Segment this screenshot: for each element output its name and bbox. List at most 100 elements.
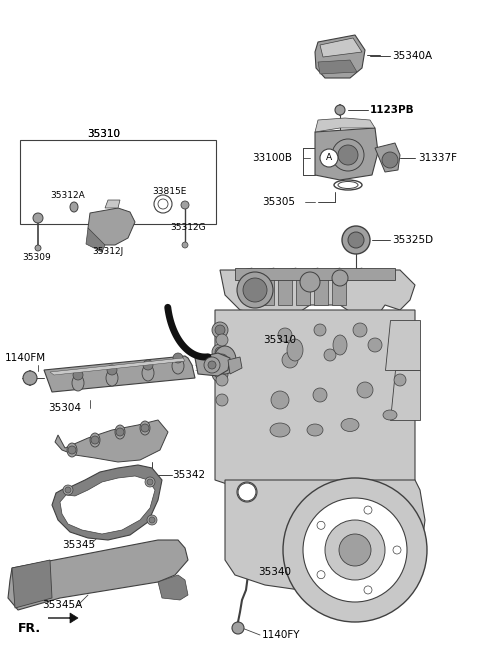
Circle shape <box>313 388 327 402</box>
Ellipse shape <box>270 423 290 437</box>
Ellipse shape <box>140 421 150 435</box>
Ellipse shape <box>214 346 236 374</box>
Circle shape <box>212 344 228 360</box>
Text: 35309: 35309 <box>22 253 51 262</box>
Polygon shape <box>315 128 378 180</box>
Polygon shape <box>105 200 120 208</box>
Text: A: A <box>244 487 250 497</box>
Polygon shape <box>260 275 274 305</box>
Polygon shape <box>86 228 105 252</box>
Ellipse shape <box>72 375 84 391</box>
Ellipse shape <box>90 433 100 447</box>
Text: 35312A: 35312A <box>50 190 85 199</box>
Polygon shape <box>375 143 400 172</box>
Polygon shape <box>235 268 395 280</box>
Ellipse shape <box>172 358 184 374</box>
Polygon shape <box>278 275 292 305</box>
Bar <box>20 140 216 224</box>
Polygon shape <box>228 357 242 374</box>
Circle shape <box>394 374 406 386</box>
Text: 33815E: 33815E <box>152 188 186 197</box>
Circle shape <box>283 478 427 622</box>
Circle shape <box>320 149 338 167</box>
Circle shape <box>107 365 117 375</box>
Circle shape <box>243 278 267 302</box>
Polygon shape <box>44 356 195 392</box>
Polygon shape <box>320 38 362 57</box>
Text: 35310: 35310 <box>87 129 120 139</box>
Text: 1140FY: 1140FY <box>262 630 300 640</box>
Polygon shape <box>296 275 310 305</box>
Circle shape <box>143 360 153 370</box>
Circle shape <box>317 522 325 529</box>
Circle shape <box>149 517 155 523</box>
Circle shape <box>208 361 216 369</box>
Circle shape <box>181 201 189 209</box>
Circle shape <box>232 622 244 634</box>
Circle shape <box>212 366 228 382</box>
Polygon shape <box>315 35 365 78</box>
Ellipse shape <box>142 365 154 381</box>
Text: 35312G: 35312G <box>170 222 205 232</box>
Circle shape <box>348 232 364 248</box>
Circle shape <box>63 485 73 495</box>
Polygon shape <box>50 358 185 375</box>
Polygon shape <box>220 270 415 315</box>
Circle shape <box>23 371 37 385</box>
Circle shape <box>278 328 292 342</box>
Circle shape <box>215 369 225 379</box>
Text: 35304: 35304 <box>48 403 81 413</box>
Circle shape <box>216 354 228 366</box>
Polygon shape <box>158 575 188 600</box>
Ellipse shape <box>333 335 347 355</box>
Text: A: A <box>244 487 250 497</box>
Ellipse shape <box>307 424 323 436</box>
Text: 35345: 35345 <box>62 540 95 550</box>
Polygon shape <box>318 60 357 74</box>
Text: 31337F: 31337F <box>418 153 457 163</box>
Polygon shape <box>314 275 328 305</box>
Circle shape <box>339 534 371 566</box>
Circle shape <box>314 324 326 336</box>
Circle shape <box>332 270 348 286</box>
Polygon shape <box>60 476 155 534</box>
Text: 35312J: 35312J <box>92 247 123 256</box>
Circle shape <box>73 370 83 380</box>
Ellipse shape <box>106 370 118 386</box>
Circle shape <box>145 477 155 487</box>
Circle shape <box>158 199 168 209</box>
Circle shape <box>204 357 220 373</box>
Circle shape <box>237 482 257 502</box>
Circle shape <box>68 446 76 454</box>
Circle shape <box>353 323 367 337</box>
Ellipse shape <box>341 419 359 432</box>
Circle shape <box>364 586 372 594</box>
Polygon shape <box>332 275 346 305</box>
Circle shape <box>147 515 157 525</box>
Circle shape <box>282 352 298 368</box>
Polygon shape <box>8 540 188 610</box>
Circle shape <box>368 338 382 352</box>
Text: 35340A: 35340A <box>392 51 432 61</box>
Circle shape <box>33 213 43 223</box>
Text: 35342: 35342 <box>172 470 205 480</box>
Circle shape <box>212 322 228 338</box>
Polygon shape <box>315 118 375 132</box>
Polygon shape <box>52 465 162 540</box>
Text: 1123PB: 1123PB <box>370 105 415 115</box>
Circle shape <box>147 479 153 485</box>
Circle shape <box>342 226 370 254</box>
Circle shape <box>91 436 99 444</box>
Circle shape <box>332 139 364 171</box>
Text: 35325D: 35325D <box>392 235 433 245</box>
Ellipse shape <box>338 182 358 188</box>
Circle shape <box>364 506 372 514</box>
Ellipse shape <box>383 410 397 420</box>
Polygon shape <box>48 613 78 623</box>
Circle shape <box>271 391 289 409</box>
Circle shape <box>215 325 225 335</box>
Circle shape <box>382 152 398 168</box>
Circle shape <box>325 520 385 580</box>
Ellipse shape <box>70 202 78 212</box>
Circle shape <box>216 374 228 386</box>
